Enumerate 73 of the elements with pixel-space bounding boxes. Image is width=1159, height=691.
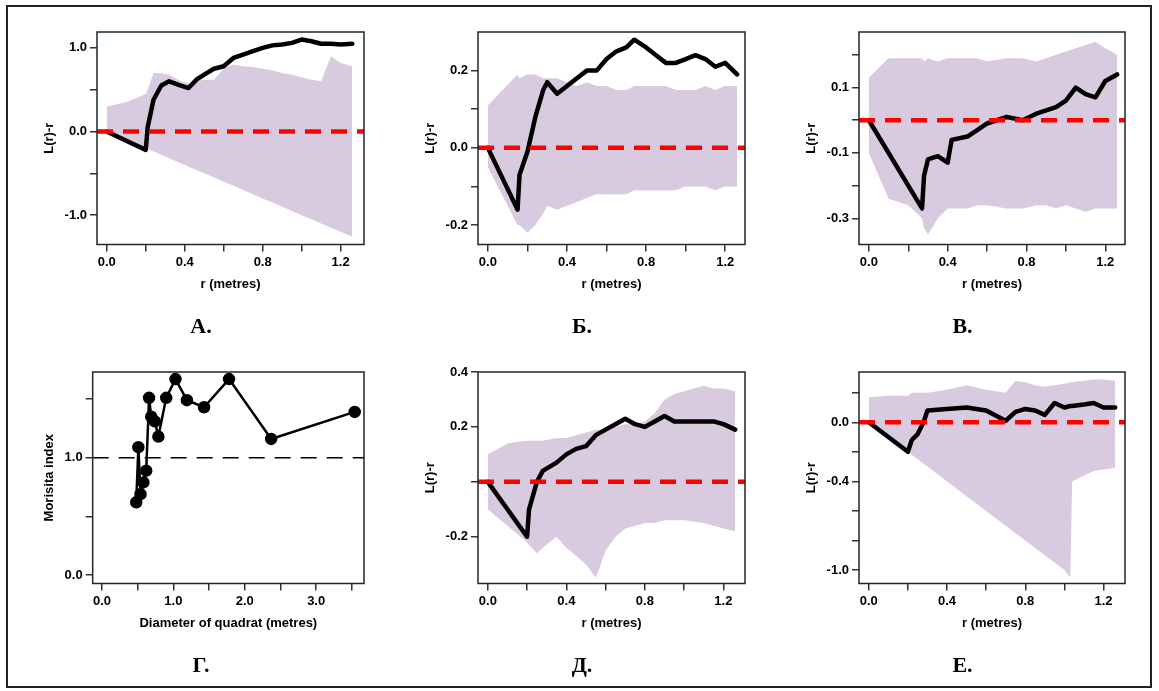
x-axis-title: r (metres): [962, 276, 1022, 292]
x-axis-title: r (metres): [581, 276, 642, 292]
x-tick-label: 1.2: [714, 592, 733, 608]
point: [148, 415, 162, 428]
text: А.: [190, 313, 212, 339]
x-tick-label: 3.0: [307, 592, 326, 608]
text: Г.: [192, 652, 210, 678]
x-axis-title: r (metres): [581, 615, 642, 631]
x-tick-label: 1.2: [331, 253, 350, 269]
x-tick-label: 0.0: [478, 253, 497, 269]
x-tick-label: 1.2: [1094, 592, 1113, 608]
x-axis-title: Diameter of quadrat (metres): [139, 615, 318, 631]
y-tick-label: -0.1: [826, 144, 849, 160]
point: [139, 464, 153, 477]
y-axis-title: L(r)-r: [803, 122, 819, 154]
x-tick-label: 0.0: [859, 253, 878, 269]
text: Д.: [571, 652, 593, 678]
y-tick-label: 0.0: [64, 566, 83, 582]
y-tick-label: -1.0: [826, 561, 849, 577]
y-tick-label: 0.2: [449, 62, 468, 78]
x-tick-label: 0.0: [92, 592, 111, 608]
y-tick-label: -0.2: [445, 216, 468, 232]
point: [222, 372, 236, 386]
point: [142, 391, 156, 405]
x-tick-label: 0.8: [637, 253, 656, 269]
y-tick-label: 0.0: [449, 139, 468, 155]
x-tick-label: 0.4: [937, 592, 957, 608]
x-tick-label: 0.4: [938, 253, 958, 269]
x-axis-title: r (metres): [200, 276, 261, 292]
text: Б.: [571, 313, 593, 339]
x-tick-label: 0.8: [253, 253, 272, 269]
x-tick-label: 0.4: [557, 253, 577, 269]
x-tick-label: 1.2: [716, 253, 735, 269]
y-tick-label: 1.0: [68, 39, 87, 55]
point: [134, 487, 147, 501]
x-tick-label: 2.0: [235, 592, 254, 608]
x-tick-label: 0.8: [1016, 592, 1035, 608]
x-tick-label: 0.0: [478, 592, 497, 608]
y-axis-title: L(r)-r: [422, 122, 438, 154]
point: [152, 430, 165, 443]
x-tick-label: 0.0: [859, 592, 878, 608]
point: [132, 440, 145, 454]
point: [197, 400, 211, 414]
y-tick-label: 1.0: [64, 449, 83, 465]
point: [159, 391, 173, 405]
x-tick-label: 1.2: [1096, 253, 1115, 269]
y-axis-title: Morisita index: [41, 433, 57, 522]
x-tick-label: 0.4: [557, 592, 577, 608]
y-tick-label: -0.2: [445, 528, 468, 544]
y-tick-label: 0.2: [449, 418, 468, 434]
y-tick-label: -0.4: [826, 472, 850, 488]
point: [169, 372, 182, 386]
y-tick-label: -1.0: [64, 206, 87, 222]
y-axis-title: L(r)-r: [422, 462, 438, 494]
point: [180, 393, 194, 407]
x-tick-label: 0.4: [175, 253, 195, 269]
y-tick-label: -0.3: [826, 209, 849, 225]
point: [137, 476, 150, 489]
x-axis-title: r (metres): [962, 615, 1022, 631]
y-tick-label: 0.1: [830, 79, 849, 95]
y-tick-label: 0.4: [449, 363, 469, 379]
x-tick-label: 0.8: [635, 592, 654, 608]
y-tick-label: 0.0: [830, 413, 849, 429]
y-tick-label: 0.0: [68, 123, 87, 139]
x-tick-label: 0.8: [1017, 253, 1036, 269]
text: Е.: [952, 652, 973, 678]
point: [348, 405, 361, 419]
y-axis-title: L(r)-r: [41, 122, 57, 154]
y-axis-title: L(r)-r: [803, 462, 819, 494]
x-tick-label: 1.0: [164, 592, 183, 608]
point: [264, 432, 278, 446]
x-tick-label: 0.0: [97, 253, 116, 269]
text: В.: [952, 313, 973, 339]
